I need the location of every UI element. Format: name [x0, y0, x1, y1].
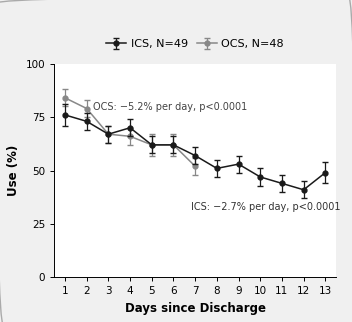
Text: ICS: −2.7% per day, p<0.0001: ICS: −2.7% per day, p<0.0001 — [191, 202, 340, 212]
Legend: ICS, N=49, OCS, N=48: ICS, N=49, OCS, N=48 — [102, 35, 288, 54]
X-axis label: Days since Discharge: Days since Discharge — [125, 302, 266, 315]
Text: OCS: −5.2% per day, p<0.0001: OCS: −5.2% per day, p<0.0001 — [93, 102, 247, 112]
Y-axis label: Use (%): Use (%) — [7, 145, 20, 196]
